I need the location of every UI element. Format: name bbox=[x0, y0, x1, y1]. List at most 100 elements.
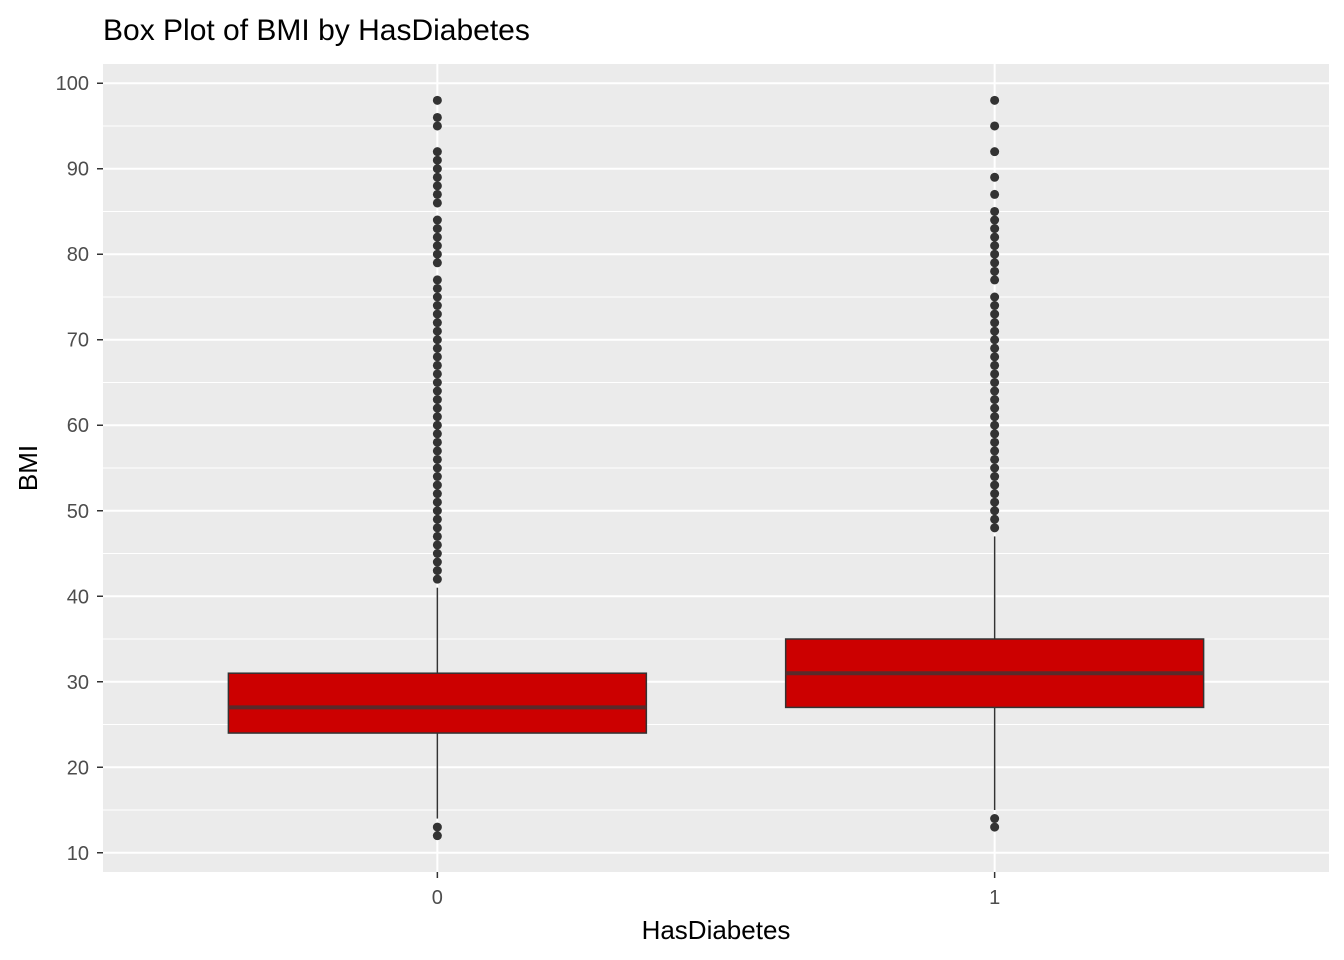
iqr-box bbox=[227, 672, 648, 734]
y-axis: 10 20 30 40 50 60 70 80 90 100 bbox=[56, 73, 103, 865]
outlier-point bbox=[990, 377, 1000, 387]
outlier-point bbox=[990, 189, 1000, 199]
outlier-point bbox=[990, 215, 1000, 225]
outlier-point bbox=[432, 215, 442, 225]
outlier-point bbox=[990, 403, 1000, 413]
outlier-point bbox=[432, 95, 442, 105]
outlier-point bbox=[432, 403, 442, 413]
outlier-point bbox=[990, 360, 1000, 370]
outlier-point bbox=[432, 172, 442, 182]
outlier-point bbox=[432, 292, 442, 302]
y-tick-label: 100 bbox=[56, 73, 89, 95]
outlier-point bbox=[990, 822, 1000, 832]
outlier-point bbox=[432, 155, 442, 165]
outlier-point bbox=[432, 497, 442, 507]
outlier-point bbox=[432, 420, 442, 430]
outlier-point bbox=[432, 480, 442, 490]
outlier-point bbox=[990, 292, 1000, 302]
outlier-point bbox=[432, 831, 442, 841]
outlier-point bbox=[432, 540, 442, 550]
outlier-point bbox=[432, 514, 442, 524]
outlier-point bbox=[432, 549, 442, 559]
outlier-point bbox=[990, 814, 1000, 824]
outlier-point bbox=[990, 412, 1000, 422]
outlier-point bbox=[990, 480, 1000, 490]
y-tick-label: 50 bbox=[67, 501, 89, 523]
y-tick-label: 70 bbox=[67, 330, 89, 352]
outlier-point bbox=[990, 172, 1000, 182]
outlier-point bbox=[432, 164, 442, 174]
boxes-layer bbox=[227, 95, 1205, 841]
outlier-point bbox=[432, 566, 442, 576]
y-tick-label: 80 bbox=[67, 244, 89, 266]
outlier-point bbox=[432, 531, 442, 541]
outlier-point bbox=[990, 343, 1000, 353]
chart-title: Box Plot of BMI by HasDiabetes bbox=[103, 14, 530, 47]
outlier-point bbox=[432, 147, 442, 157]
outlier-point bbox=[990, 506, 1000, 516]
outlier-point bbox=[990, 514, 1000, 524]
outlier-point bbox=[990, 95, 1000, 105]
outlier-point bbox=[432, 574, 442, 584]
outlier-point bbox=[432, 369, 442, 379]
outlier-point bbox=[432, 412, 442, 422]
outlier-point bbox=[432, 489, 442, 499]
outlier-point bbox=[990, 326, 1000, 336]
outlier-point bbox=[432, 198, 442, 208]
outlier-point bbox=[432, 283, 442, 293]
outlier-point bbox=[990, 386, 1000, 396]
outlier-point bbox=[990, 301, 1000, 311]
outlier-point bbox=[432, 446, 442, 456]
outlier-point bbox=[432, 360, 442, 370]
outlier-point bbox=[432, 121, 442, 131]
outlier-point bbox=[990, 241, 1000, 251]
outlier-point bbox=[432, 352, 442, 362]
outlier-point bbox=[990, 266, 1000, 276]
outlier-point bbox=[432, 181, 442, 191]
outlier-point bbox=[432, 437, 442, 447]
outlier-point bbox=[990, 437, 1000, 447]
x-axis-title: HasDiabetes bbox=[642, 915, 791, 945]
outlier-point bbox=[990, 147, 1000, 157]
outlier-point bbox=[432, 395, 442, 405]
outlier-point bbox=[432, 557, 442, 567]
outlier-point bbox=[432, 335, 442, 345]
outlier-point bbox=[432, 377, 442, 387]
outlier-point bbox=[990, 121, 1000, 131]
outlier-point bbox=[990, 446, 1000, 456]
outlier-point bbox=[432, 343, 442, 353]
outlier-point bbox=[990, 224, 1000, 234]
y-tick-label: 30 bbox=[67, 672, 89, 694]
outlier-point bbox=[990, 369, 1000, 379]
outlier-point bbox=[990, 335, 1000, 345]
outlier-point bbox=[432, 301, 442, 311]
outlier-point bbox=[432, 224, 442, 234]
outlier-point bbox=[990, 275, 1000, 285]
outlier-point bbox=[432, 822, 442, 832]
x-tick-label: 1 bbox=[989, 887, 1000, 909]
outlier-point bbox=[432, 472, 442, 482]
outlier-point bbox=[990, 429, 1000, 439]
box-group-0 bbox=[227, 95, 648, 841]
outlier-point bbox=[432, 258, 442, 268]
outlier-point bbox=[432, 112, 442, 122]
outlier-point bbox=[432, 463, 442, 473]
outlier-point bbox=[990, 206, 1000, 216]
y-tick-label: 40 bbox=[67, 586, 89, 608]
outlier-point bbox=[990, 489, 1000, 499]
outlier-point bbox=[432, 249, 442, 259]
outlier-point bbox=[990, 463, 1000, 473]
outlier-point bbox=[990, 232, 1000, 242]
outlier-point bbox=[432, 232, 442, 242]
outlier-point bbox=[990, 497, 1000, 507]
box-group-1 bbox=[784, 95, 1205, 832]
outlier-point bbox=[432, 275, 442, 285]
y-tick-label: 90 bbox=[67, 159, 89, 181]
outlier-point bbox=[432, 309, 442, 319]
x-tick-label: 0 bbox=[432, 887, 443, 909]
outlier-point bbox=[990, 420, 1000, 430]
outlier-point bbox=[990, 258, 1000, 268]
outlier-point bbox=[990, 454, 1000, 464]
outlier-point bbox=[432, 523, 442, 533]
